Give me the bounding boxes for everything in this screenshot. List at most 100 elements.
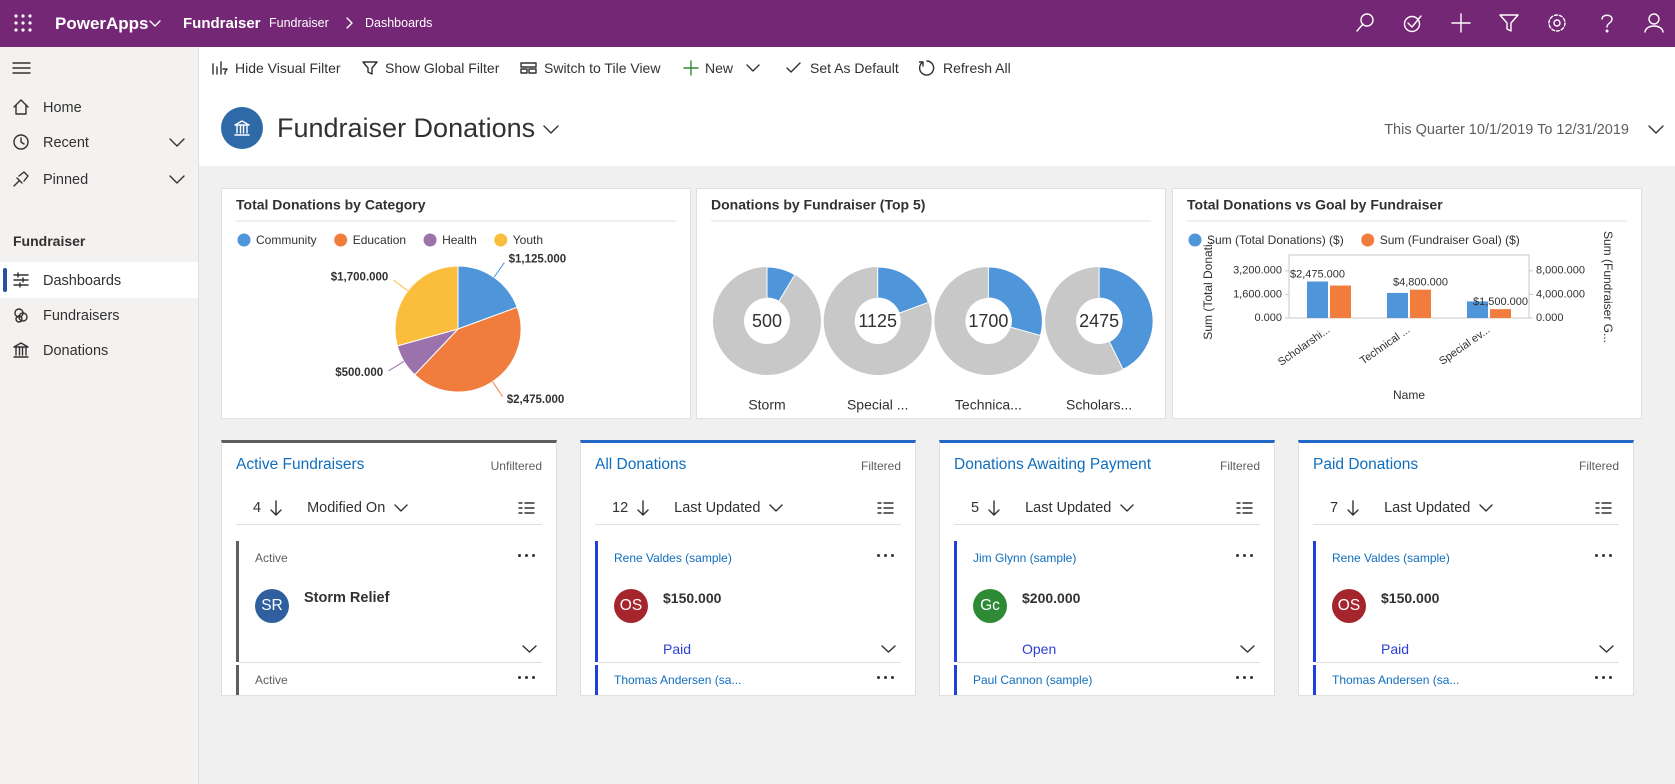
donor-link[interactable]: Thomas Andersen (sa... bbox=[614, 673, 742, 687]
sort-chevron[interactable] bbox=[1479, 504, 1494, 512]
breadcrumb[interactable]: Fundraiser bbox=[269, 16, 329, 30]
record-expand[interactable] bbox=[1599, 645, 1614, 653]
nav-item[interactable]: Donations bbox=[43, 343, 109, 359]
sort-field[interactable]: Last Updated bbox=[1384, 500, 1471, 516]
dashboard-chevron[interactable] bbox=[543, 125, 559, 134]
command-button[interactable]: New bbox=[705, 60, 734, 76]
more-actions[interactable] bbox=[518, 675, 538, 681]
sort-field[interactable]: Last Updated bbox=[1025, 500, 1112, 516]
card-title[interactable]: Active Fundraisers bbox=[236, 456, 365, 473]
sort-direction[interactable] bbox=[1347, 500, 1359, 516]
sort-field[interactable]: Modified On bbox=[307, 500, 386, 516]
donor-link[interactable]: Jim Glynn (sample) bbox=[973, 551, 1077, 565]
view-selector[interactable] bbox=[1595, 501, 1612, 515]
amount: $150.000 bbox=[663, 590, 722, 606]
command-button[interactable]: Refresh All bbox=[943, 60, 1011, 76]
nav-item[interactable]: Home bbox=[43, 100, 82, 116]
sort-direction[interactable] bbox=[637, 500, 649, 516]
more-actions[interactable] bbox=[877, 675, 897, 681]
card-title[interactable]: Paid Donations bbox=[1313, 456, 1419, 473]
nav-item[interactable]: Fundraisers bbox=[43, 308, 120, 324]
period-filter[interactable]: This Quarter 10/1/2019 To 12/31/2019 bbox=[1384, 122, 1629, 138]
record-expand[interactable] bbox=[1240, 645, 1255, 653]
app-name[interactable]: PowerApps bbox=[55, 14, 149, 33]
app-area[interactable]: Fundraiser bbox=[183, 15, 261, 32]
y-tick-label: 1,600.000 bbox=[1233, 288, 1282, 300]
expand-chevron[interactable] bbox=[169, 175, 185, 184]
command-button[interactable]: Show Global Filter bbox=[385, 60, 500, 76]
list-card: Paid Donations Filtered 7 Last Updated Rene … bbox=[1298, 440, 1634, 696]
chart: Total Donations vs Goal by Fundraiser Sum… bbox=[1187, 197, 1627, 402]
sort-chevron[interactable] bbox=[1120, 504, 1135, 512]
legend-label: Health bbox=[442, 233, 477, 247]
menu-icon[interactable] bbox=[12, 62, 31, 74]
donor-link[interactable]: Rene Valdes (sample) bbox=[1332, 551, 1450, 565]
nav-item[interactable]: Recent bbox=[43, 135, 89, 151]
donor-link[interactable]: Rene Valdes (sample) bbox=[614, 551, 732, 565]
record-expand[interactable] bbox=[522, 645, 537, 653]
sort-chevron[interactable] bbox=[394, 504, 408, 512]
record-count: 4 bbox=[253, 500, 262, 516]
more-actions[interactable] bbox=[877, 553, 897, 559]
donor-link[interactable]: Thomas Andersen (sa... bbox=[1332, 673, 1460, 687]
sort-chevron[interactable] bbox=[769, 504, 784, 512]
expand-chevron[interactable] bbox=[169, 138, 185, 147]
command-bar: Hide Visual Filter Show Global Filter Sw… bbox=[199, 47, 1675, 90]
period-chevron[interactable] bbox=[1648, 125, 1664, 134]
help-icon[interactable] bbox=[1597, 13, 1617, 33]
card-title[interactable]: All Donations bbox=[595, 456, 687, 473]
command-button[interactable]: Switch to Tile View bbox=[544, 60, 661, 76]
sort-direction[interactable] bbox=[988, 500, 1000, 516]
dot bbox=[1250, 554, 1253, 557]
donor-link[interactable]: Paul Cannon (sample) bbox=[973, 673, 1093, 687]
dot bbox=[525, 676, 528, 679]
sort-field[interactable]: Last Updated bbox=[674, 500, 761, 516]
record-expand[interactable] bbox=[881, 645, 896, 653]
more-actions[interactable] bbox=[518, 553, 538, 559]
user-icon[interactable] bbox=[1644, 13, 1664, 33]
record-accent bbox=[954, 665, 957, 695]
legend-swatch bbox=[1188, 233, 1202, 247]
nav-item[interactable]: Dashboards bbox=[43, 273, 122, 289]
legend-swatch bbox=[494, 233, 508, 247]
dot bbox=[1243, 554, 1246, 557]
legend-swatch bbox=[237, 233, 251, 247]
donut-rest bbox=[1045, 267, 1124, 375]
new-icon[interactable] bbox=[1451, 13, 1471, 33]
waffle-icon[interactable] bbox=[14, 14, 32, 32]
search-icon[interactable] bbox=[1355, 13, 1375, 33]
view-selector[interactable] bbox=[1236, 501, 1253, 515]
leader-line bbox=[393, 279, 409, 292]
nav-item[interactable]: Pinned bbox=[43, 172, 89, 188]
donut-segment bbox=[766, 266, 796, 302]
dashboard-title[interactable]: Fundraiser Donations bbox=[277, 113, 536, 143]
view-selector[interactable] bbox=[518, 501, 535, 515]
command-button[interactable]: Set As Default bbox=[810, 60, 899, 76]
sort-chevron-shape bbox=[394, 504, 408, 512]
view-selector[interactable] bbox=[877, 501, 894, 515]
dot bbox=[518, 554, 521, 557]
legend-swatch bbox=[1361, 233, 1375, 247]
breadcrumb[interactable]: Dashboards bbox=[365, 16, 433, 30]
new-chevron[interactable] bbox=[746, 64, 760, 72]
more-actions[interactable] bbox=[1236, 675, 1256, 681]
task-icon[interactable] bbox=[1403, 13, 1423, 33]
chart: Total Donations by Category Community Educ… bbox=[236, 197, 676, 406]
settings-icon[interactable] bbox=[1547, 13, 1567, 33]
more-actions[interactable] bbox=[1236, 553, 1256, 559]
breadcrumb-separator bbox=[346, 17, 353, 29]
y-tick-label: 3,200.000 bbox=[1233, 265, 1282, 277]
more-actions[interactable] bbox=[1595, 675, 1615, 681]
app-chevron[interactable] bbox=[149, 20, 161, 28]
record-divider bbox=[239, 662, 542, 663]
command-button[interactable]: Hide Visual Filter bbox=[235, 60, 341, 76]
nav-section: Fundraiser bbox=[13, 233, 86, 249]
list-card: Active Fundraisers Unfiltered 4 Modified On… bbox=[221, 440, 557, 696]
card-title[interactable]: Donations Awaiting Payment bbox=[954, 456, 1152, 473]
filter-icon[interactable] bbox=[1499, 13, 1519, 33]
sort-direction[interactable] bbox=[270, 500, 282, 516]
record-name[interactable]: Storm Relief bbox=[304, 590, 390, 606]
dot bbox=[1595, 676, 1598, 679]
filter-status: Unfiltered bbox=[490, 459, 542, 473]
more-actions[interactable] bbox=[1595, 553, 1615, 559]
